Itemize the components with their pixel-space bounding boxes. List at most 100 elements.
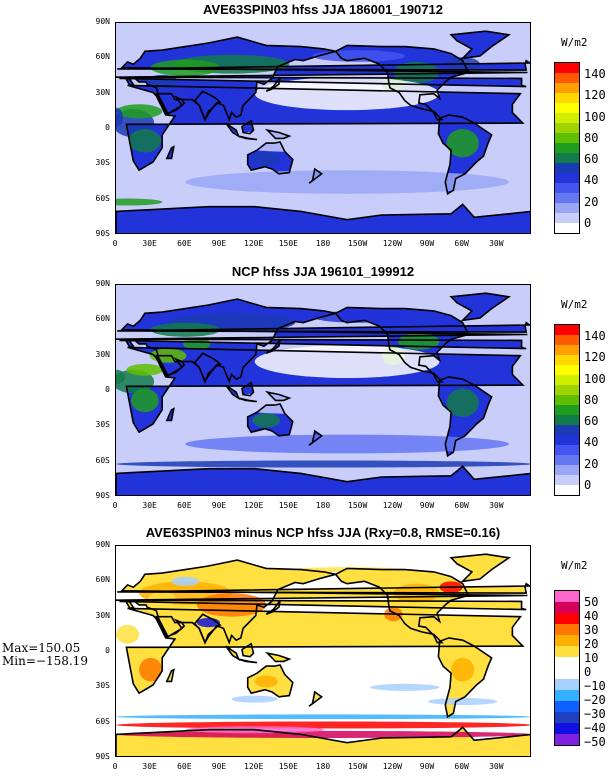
lat-tick-label: 60N <box>95 314 110 324</box>
panel-title: AVE63SPIN03 hfss JJA 186001_190712 <box>203 2 443 17</box>
value-patch <box>254 77 440 111</box>
colorbar-swatch <box>555 613 579 624</box>
colorbar <box>554 590 580 746</box>
colorbar-swatch <box>555 345 579 355</box>
lat-tick-label: 30N <box>95 87 110 97</box>
colorbar-swatch <box>555 657 579 668</box>
lon-tick-label: 60E <box>177 501 192 510</box>
lon-tick-label: 90W <box>419 501 435 510</box>
lat-tick-label: 30N <box>95 349 110 359</box>
colorbar-level-label: 120 <box>584 350 606 365</box>
colorbar-level-label: 40 <box>584 435 599 450</box>
colorbar-level-label: 20 <box>584 637 599 651</box>
value-patch <box>185 170 509 194</box>
lat-tick-label: 60N <box>95 575 110 585</box>
colorbar-unit: W/m2 <box>561 36 588 49</box>
value-patch <box>131 388 159 413</box>
land-fill <box>266 600 281 615</box>
lat-tick-label: 60S <box>95 193 110 203</box>
colorbar-swatch <box>555 485 579 495</box>
value-patch <box>116 369 155 394</box>
colorbar-swatch <box>555 635 579 646</box>
lon-tick-label: 150E <box>278 501 298 510</box>
lat-tick-label: 90N <box>95 540 110 549</box>
coastline <box>193 90 222 122</box>
colorbar-swatch <box>555 679 579 690</box>
lat-tick-label: 30N <box>95 610 110 620</box>
colorbar-level-label: −10 <box>584 679 606 693</box>
coastline <box>165 668 175 683</box>
coastline <box>449 553 512 583</box>
colorbar-swatch <box>555 591 579 602</box>
colorbar-level-label: 40 <box>584 609 599 623</box>
coastline <box>264 390 292 402</box>
colorbar <box>554 324 580 496</box>
coastline <box>116 36 528 122</box>
colorbar-level-label: 140 <box>584 67 606 81</box>
coastline <box>265 338 281 355</box>
coastline <box>116 203 530 233</box>
colorbar-level-label: 120 <box>584 88 606 103</box>
colorbar-swatch <box>555 405 579 415</box>
value-patch <box>185 434 509 454</box>
colorbar-swatch <box>555 435 579 445</box>
value-patch <box>446 129 479 158</box>
colorbar-level-label: 40 <box>584 173 599 188</box>
coastline <box>116 298 528 384</box>
coastline <box>308 429 324 446</box>
coastline <box>238 397 258 403</box>
value-patch <box>312 50 405 62</box>
lat-tick-label: 60S <box>95 716 110 726</box>
lon-tick-label: 60E <box>177 239 192 248</box>
colorbar-level-label: −20 <box>584 693 606 707</box>
lon-tick-label: 30W <box>489 501 504 510</box>
value-patch <box>128 129 162 153</box>
colorbar-level-label: 10 <box>584 651 599 665</box>
colorbar-swatch <box>555 93 579 103</box>
coastline <box>449 30 512 60</box>
coastline <box>165 407 175 422</box>
value-patch <box>451 657 475 682</box>
lon-tick-label: 120W <box>382 501 402 510</box>
coastline <box>116 726 530 756</box>
lon-tick-label: 120E <box>244 501 264 510</box>
lat-tick-label: 0 <box>105 123 110 132</box>
value-patch <box>183 338 211 350</box>
lon-tick-label: 150E <box>278 239 298 248</box>
coastline <box>437 114 493 196</box>
coastline <box>308 690 324 707</box>
coastline <box>437 637 493 719</box>
colorbar-level-label: 30 <box>584 623 599 637</box>
colorbar-level-label: 0 <box>584 215 592 230</box>
lon-tick-label: 120E <box>244 239 264 248</box>
colorbar-swatch <box>555 143 579 153</box>
lon-tick-label: 180 <box>315 762 331 771</box>
colorbar-swatch <box>555 335 579 345</box>
lon-tick-label: 90E <box>211 239 227 248</box>
colorbar-swatch <box>555 415 579 425</box>
colorbar-level-label: 20 <box>584 456 599 471</box>
lon-tick-label: 30E <box>142 239 157 248</box>
coastline <box>125 607 525 695</box>
lon-tick-label: 90E <box>211 501 227 510</box>
map-area <box>115 545 531 757</box>
lon-tick-label: 150W <box>348 762 368 771</box>
lon-tick-label: 0 <box>112 501 118 510</box>
panel-title: NCP hfss JJA 196101_199912 <box>231 264 415 279</box>
value-patch <box>171 576 200 587</box>
panel-title: AVE63SPIN03 minus NCP hfss JJA (Rxy=0.8,… <box>145 525 501 540</box>
coastline <box>449 292 512 322</box>
coastline <box>238 658 258 664</box>
colorbar-swatch <box>555 646 579 657</box>
value-patch <box>208 391 440 415</box>
lon-tick-label: 60W <box>454 239 469 248</box>
colorbar-swatch <box>555 475 579 485</box>
colorbar-swatch <box>555 193 579 203</box>
lat-tick-label: 90S <box>95 229 110 238</box>
colorbar-level-label: 60 <box>584 152 599 166</box>
colorbar-swatch <box>555 712 579 723</box>
colorbar-level-label: 0 <box>584 477 592 492</box>
value-patch <box>254 675 278 688</box>
lat-tick-label: 60S <box>95 455 110 465</box>
value-patch <box>116 714 530 720</box>
